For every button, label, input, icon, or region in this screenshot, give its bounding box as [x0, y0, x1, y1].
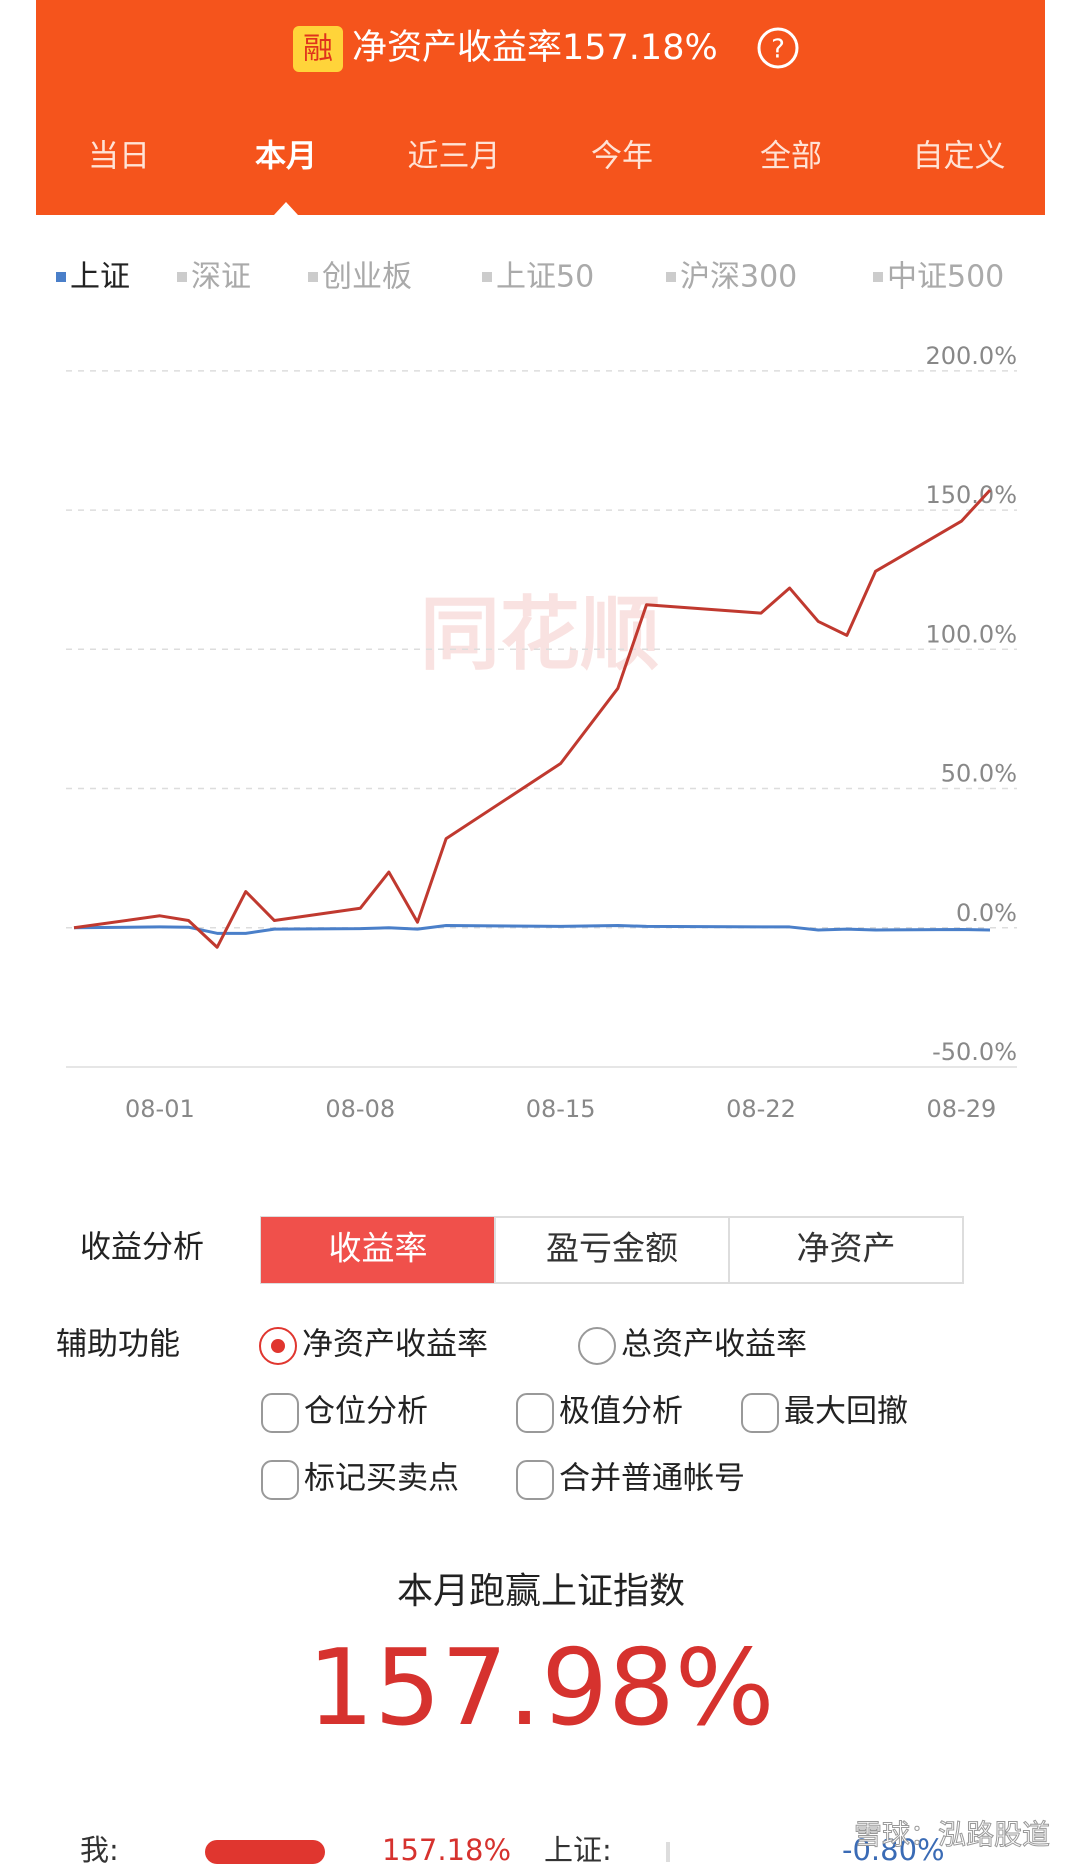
help-mark[interactable]: ?: [771, 35, 785, 65]
legend-swatch[interactable]: [873, 272, 883, 282]
aux-option[interactable]: 合并普通帐号: [559, 1461, 745, 1497]
legend-swatch[interactable]: [308, 272, 318, 282]
period-tab[interactable]: 当日: [88, 139, 150, 175]
me-value: 157.18%: [382, 1833, 511, 1867]
segment-active[interactable]: [261, 1217, 495, 1283]
index-tab[interactable]: 沪深300: [680, 260, 797, 295]
checkbox[interactable]: [741, 1393, 779, 1433]
badge: 融: [303, 32, 333, 67]
footer-watermark: 雪球：泓路股道: [854, 1818, 1050, 1851]
summary-value: 157.98%: [307, 1627, 774, 1749]
segment-option[interactable]: 净资产: [797, 1229, 896, 1268]
segment-option[interactable]: 收益率: [329, 1229, 428, 1268]
index-bar: [666, 1842, 670, 1862]
legend-swatch[interactable]: [177, 272, 187, 282]
legend-swatch[interactable]: [56, 272, 66, 282]
checkbox[interactable]: [516, 1393, 554, 1433]
checkbox[interactable]: [516, 1460, 554, 1500]
y-tick-label: 200.0%: [925, 342, 1017, 370]
header-bar: [36, 0, 1045, 215]
index-label: 上证:: [544, 1833, 612, 1867]
index-tab[interactable]: 创业板: [322, 260, 412, 295]
y-tick-label: 0.0%: [956, 899, 1017, 927]
header-title: 净资产收益率157.18%: [352, 28, 718, 68]
watermark: 同花顺: [420, 588, 660, 681]
period-tab[interactable]: 近三月: [408, 139, 501, 175]
aux-option[interactable]: 净资产收益率: [302, 1327, 488, 1363]
period-tab[interactable]: 本月: [255, 139, 317, 175]
x-tick-label: 08-29: [927, 1095, 997, 1123]
y-tick-label: 50.0%: [941, 760, 1017, 788]
checkbox[interactable]: [261, 1460, 299, 1500]
radio[interactable]: [578, 1327, 616, 1365]
tab-indicator: [274, 202, 298, 215]
checkbox[interactable]: [261, 1393, 299, 1433]
series-line: [73, 924, 991, 935]
summary-title: 本月跑赢上证指数: [397, 1571, 685, 1612]
help-icon[interactable]: [757, 27, 799, 69]
aux-option[interactable]: 最大回撤: [784, 1394, 908, 1430]
aux-option[interactable]: 仓位分析: [304, 1394, 428, 1430]
aux-label: 辅助功能: [56, 1327, 180, 1363]
me-bar: [205, 1840, 325, 1864]
legend-swatch[interactable]: [666, 272, 676, 282]
x-tick-label: 08-01: [125, 1095, 195, 1123]
radio-dot: [271, 1339, 285, 1353]
x-tick-label: 08-15: [526, 1095, 596, 1123]
series-line: [73, 489, 992, 949]
aux-option[interactable]: 标记买卖点: [304, 1461, 459, 1497]
index-value: -0.80%: [842, 1833, 945, 1867]
period-tab[interactable]: 全部: [760, 139, 822, 175]
x-tick-label: 08-22: [726, 1095, 796, 1123]
y-tick-label: 100.0%: [925, 620, 1017, 648]
legend-swatch[interactable]: [482, 272, 492, 282]
y-tick-label: 150.0%: [925, 481, 1017, 509]
segment-option[interactable]: 盈亏金额: [546, 1229, 678, 1268]
index-tab[interactable]: 上证50: [496, 260, 594, 295]
me-label: 我:: [80, 1833, 119, 1867]
x-tick-label: 08-08: [325, 1095, 395, 1123]
aux-option[interactable]: 极值分析: [559, 1394, 683, 1430]
y-tick-label: -50.0%: [932, 1038, 1017, 1066]
period-tab[interactable]: 今年: [591, 139, 653, 175]
index-tab[interactable]: 上证: [70, 260, 130, 295]
badge-bg: [293, 26, 343, 72]
index-tab[interactable]: 中证500: [887, 260, 1004, 295]
analysis-label: 收益分析: [80, 1230, 204, 1266]
aux-option[interactable]: 总资产收益率: [621, 1327, 807, 1363]
period-tab[interactable]: 自定义: [913, 139, 1006, 175]
index-tab[interactable]: 深证: [191, 260, 251, 295]
